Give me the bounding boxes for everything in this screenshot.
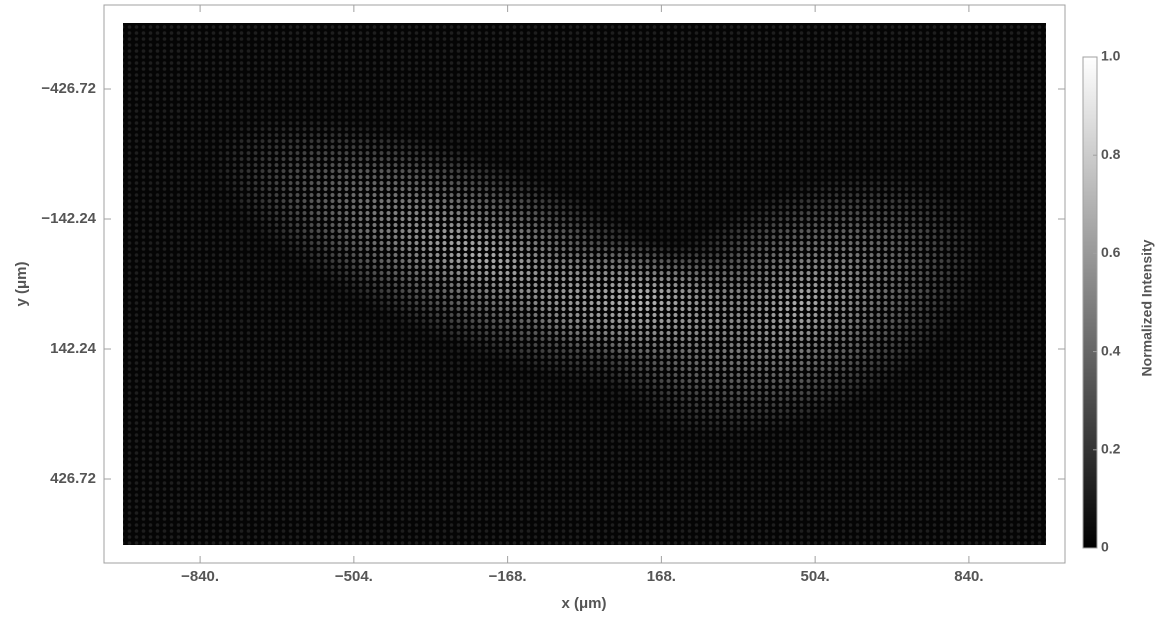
x-tick-label: −168. [489,568,527,585]
colorbar-tick-label: 0.6 [1101,244,1121,260]
colorbar-tick-label: 1.0 [1101,48,1121,64]
colorbar-tick-label: 0.2 [1101,441,1121,457]
y-tick-label: −142.24 [41,210,96,227]
x-tick-label: −840. [181,568,219,585]
colorbar-tick-label: 0 [1101,539,1109,555]
y-tick-label: −426.72 [41,80,96,97]
x-tick-label: 168. [647,568,676,585]
x-tick-label: 504. [801,568,830,585]
y-axis-label: y (μm) [13,261,30,306]
x-tick-label: −504. [335,568,373,585]
colorbar [1082,56,1098,549]
y-tick-label: 426.72 [50,470,96,487]
y-tick-label: 142.24 [50,340,97,357]
x-axis-label: x (μm) [561,595,606,612]
x-tick-label: 840. [954,568,983,585]
plot-frame [103,4,1066,564]
colorbar-tick-label: 0.8 [1101,146,1121,162]
colorbar-tick-label: 0.4 [1101,342,1121,358]
intensity-glow [123,23,1046,545]
colorbar-label: Normalized Intensity [1139,239,1155,376]
